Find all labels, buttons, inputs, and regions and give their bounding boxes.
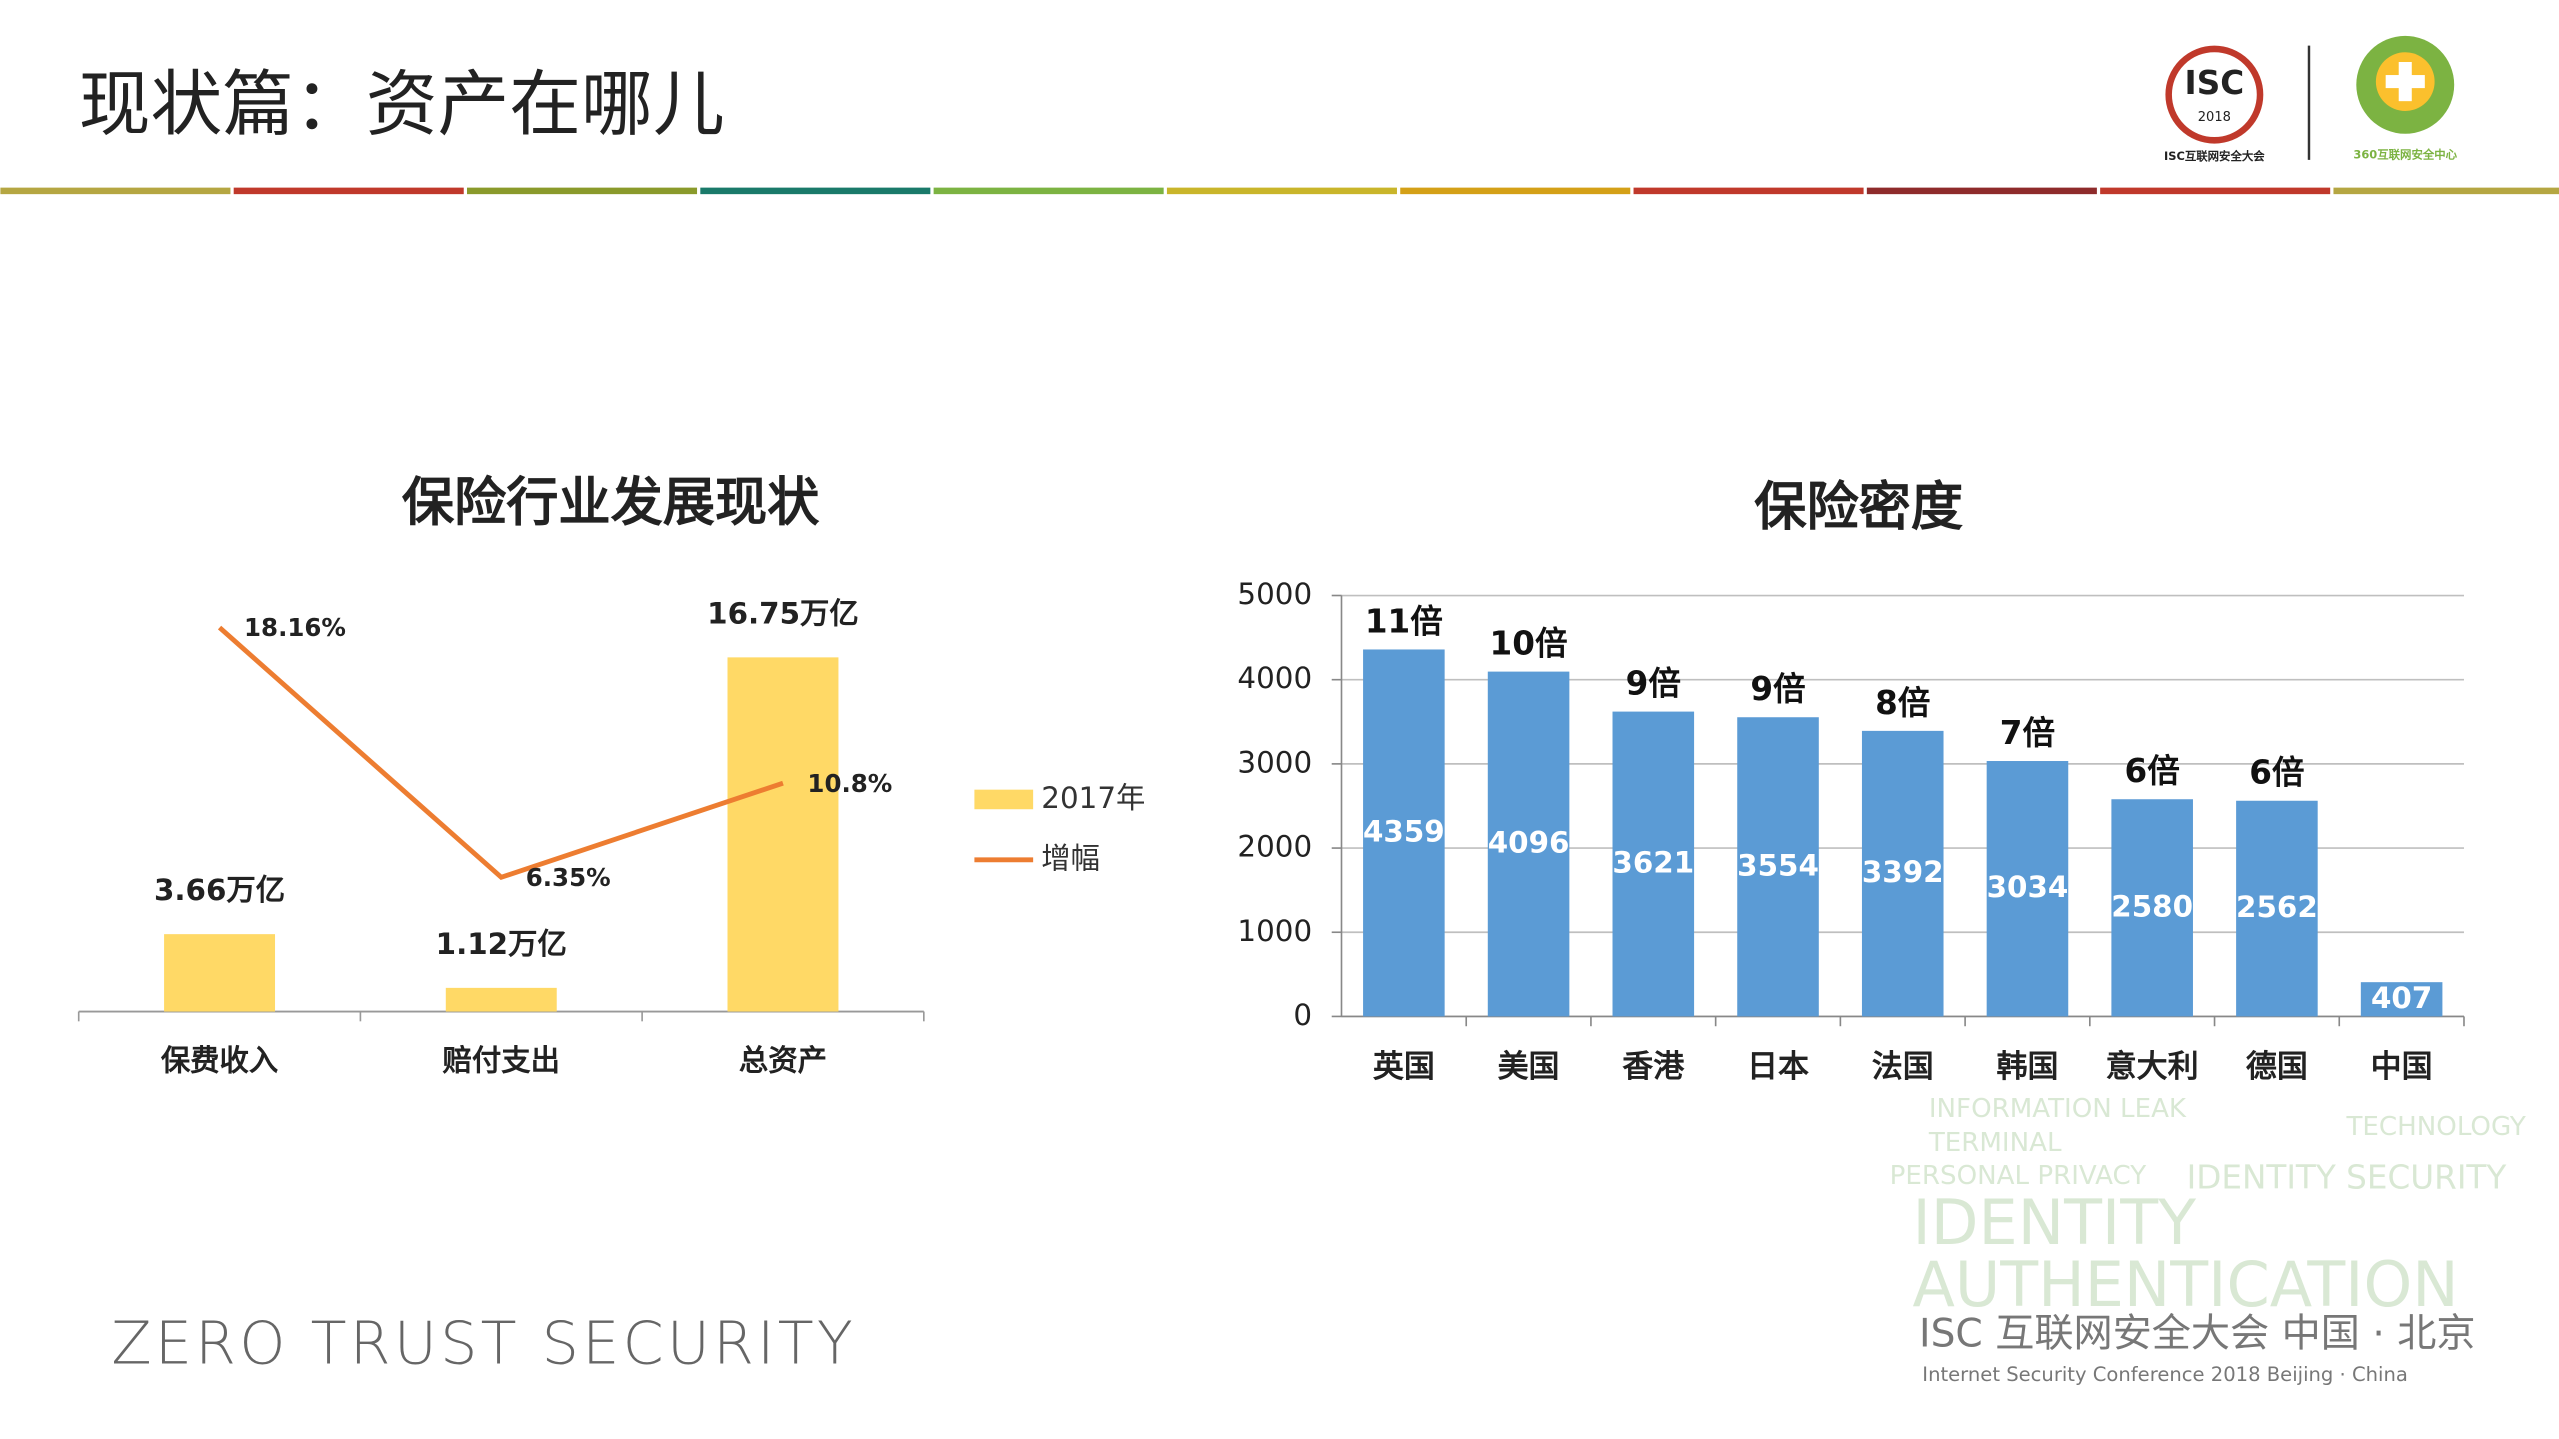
bar [1612, 711, 1695, 1017]
legend-label: 增幅 [1041, 841, 1100, 875]
stripe-segment [1400, 187, 1631, 195]
line [217, 625, 784, 881]
watermark-text: IDENTITY SECURITY [2187, 1159, 2507, 1197]
bar [727, 657, 839, 1012]
footer-conference-cn: ISC 互联网安全大会 中国 · 北京 [1919, 1312, 2475, 1357]
stripe-segment [467, 187, 698, 195]
bar [1487, 671, 1570, 1017]
value-label: 6.35% [526, 863, 611, 892]
annotation: 9倍 [1750, 670, 1805, 708]
annotation: 8倍 [1875, 684, 1930, 722]
stripe-segment [2333, 187, 2559, 195]
annotation: 10倍 [1490, 625, 1568, 663]
value-label: 3392 [1862, 855, 1944, 889]
legend-label: 2017年 [1041, 781, 1145, 815]
logo-isc: ISC 2018 ISC互联网安全大会 [2164, 45, 2265, 163]
logo-360: 360互联网安全中心 [2353, 35, 2458, 161]
stripe-segment [1166, 187, 1397, 195]
x-tick-label: 英国 [1373, 1049, 1435, 1085]
header-stripe [0, 187, 2559, 195]
value-label: 2562 [2236, 890, 2318, 924]
y-tick-label: 3000 [1237, 745, 1312, 779]
y-tick-label: 1000 [1237, 914, 1312, 948]
value-label: 3554 [1737, 848, 1819, 882]
value-label: 4359 [1363, 814, 1445, 848]
value-label: 407 [2371, 981, 2432, 1015]
bar [2236, 800, 2318, 1017]
bar [1861, 730, 1944, 1017]
bar [1363, 649, 1445, 1017]
stripe-segment [233, 187, 464, 195]
y-tick-label: 2000 [1237, 830, 1312, 864]
x-tick-label: 法国 [1872, 1049, 1934, 1085]
annotation: 6倍 [2125, 752, 2180, 790]
legend-swatch [974, 789, 1034, 810]
stripe-segment [1866, 187, 2097, 195]
x-tick-label: 总资产 [739, 1044, 827, 1078]
chart-title: 保险行业发展现状 [402, 473, 820, 533]
stripe-segment [2100, 187, 2331, 195]
watermark-text: PERSONAL PRIVACY [1890, 1161, 2147, 1191]
bar [1986, 761, 2069, 1017]
y-tick-label: 5000 [1237, 577, 1312, 611]
x-tick-label: 日本 [1747, 1049, 1809, 1085]
watermark-text: INFORMATION LEAK [1929, 1094, 2187, 1124]
watermark-text: TERMINAL [1928, 1128, 2062, 1158]
footer-slogan: ZERO TRUST SECURITY [111, 1309, 856, 1378]
value-label: 3034 [1987, 870, 2069, 904]
y-tick-label: 0 [1293, 998, 1312, 1032]
annotation: 6倍 [2249, 754, 2304, 792]
value-label: 18.16% [244, 613, 346, 642]
value-label: 16.75万亿 [707, 596, 859, 630]
x-tick-label: 意大利 [2106, 1049, 2199, 1085]
value-label: 4096 [1488, 826, 1570, 860]
y-tick-label: 4000 [1237, 661, 1312, 695]
logo-cross [2385, 75, 2425, 89]
stripe-segment [0, 187, 231, 195]
value-label: 3621 [1612, 846, 1694, 880]
watermark-text: TECHNOLOGY [2346, 1112, 2526, 1142]
value-label: 3.66万亿 [154, 873, 285, 907]
logo-ring [2165, 45, 2264, 144]
annotation: 11倍 [1365, 602, 1443, 640]
chart-title: 保险密度 [1754, 478, 1963, 538]
stripe-segment [1633, 187, 1864, 195]
bar [2360, 982, 2443, 1017]
logo-caption: ISC互联网安全大会 [2164, 149, 2265, 163]
stripe-segment [700, 187, 931, 195]
footer-conference-en: Internet Security Conference 2018 Beijin… [1922, 1363, 2408, 1386]
bar [2111, 799, 2193, 1017]
bar [164, 934, 276, 1012]
x-tick-label: 韩国 [1996, 1049, 2058, 1085]
logo-year: 2018 [2198, 110, 2231, 125]
x-tick-label: 香港 [1622, 1049, 1685, 1085]
x-tick-label: 美国 [1498, 1049, 1560, 1085]
watermark-text: AUTHENTICATION [1913, 1248, 2459, 1321]
x-tick-label: 中国 [2371, 1049, 2433, 1085]
value-label: 1.12万亿 [436, 927, 567, 961]
x-tick-label: 保费收入 [161, 1044, 278, 1078]
stripe-segment [933, 187, 1164, 195]
bar [1737, 717, 1819, 1017]
page-title: 现状篇：资产在哪儿 [79, 62, 725, 146]
x-tick-label: 赔付支出 [443, 1044, 560, 1078]
logo-caption: 360互联网安全中心 [2353, 147, 2457, 161]
logo-text: ISC [2185, 64, 2245, 102]
x-tick-label: 德国 [2246, 1049, 2308, 1085]
watermark: INFORMATION LEAK TERMINAL PERSONAL PRIVA… [1890, 1094, 2526, 1321]
value-label: 2580 [2111, 889, 2193, 923]
annotation: 9倍 [1626, 664, 1681, 702]
value-label: 10.8% [807, 769, 892, 798]
annotation: 7倍 [2000, 714, 2055, 752]
bar [445, 987, 557, 1012]
watermark-text: IDENTITY [1913, 1186, 2197, 1259]
